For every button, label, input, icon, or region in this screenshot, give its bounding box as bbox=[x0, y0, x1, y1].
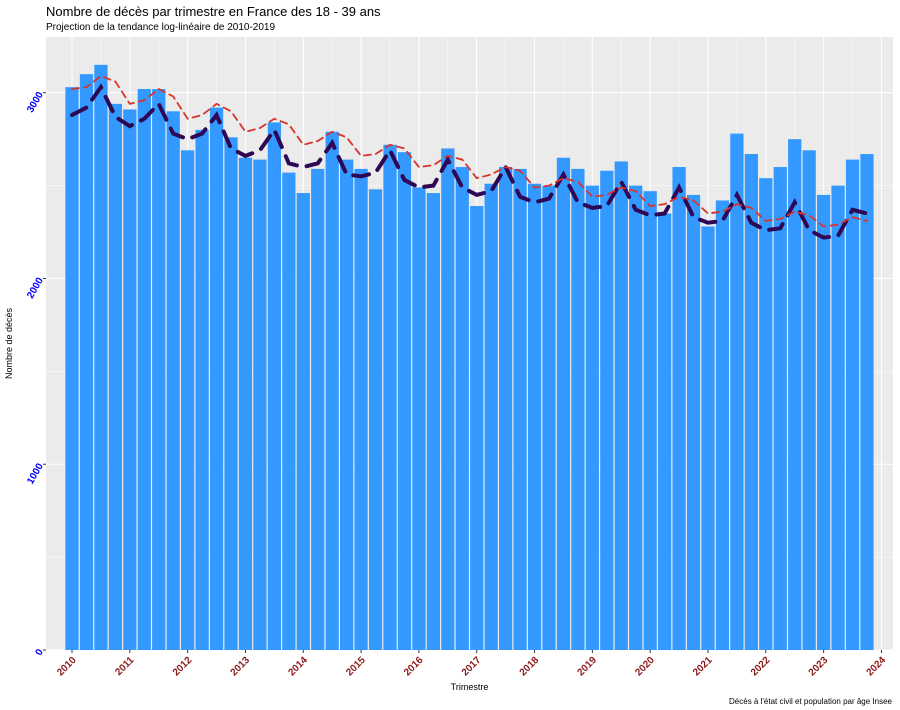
bar bbox=[788, 139, 802, 650]
bar bbox=[181, 150, 195, 650]
x-tick-label: 2020 bbox=[633, 655, 657, 679]
bar bbox=[643, 191, 657, 651]
bar bbox=[585, 185, 599, 650]
bar bbox=[556, 157, 571, 650]
bar bbox=[614, 161, 628, 650]
bar bbox=[426, 193, 440, 650]
x-tick-label: 2011 bbox=[113, 655, 136, 678]
x-tick-label: 2016 bbox=[402, 655, 426, 679]
trend-lines bbox=[70, 74, 869, 240]
y-tick-label: 3000 bbox=[25, 90, 46, 115]
bar bbox=[325, 131, 339, 651]
bar bbox=[340, 159, 354, 650]
bar bbox=[672, 167, 686, 650]
bar bbox=[542, 185, 556, 650]
trend-line-thin bbox=[71, 74, 868, 228]
bar bbox=[600, 170, 614, 650]
bar bbox=[311, 168, 325, 650]
bar bbox=[802, 150, 816, 650]
bar bbox=[412, 187, 426, 651]
bar bbox=[499, 167, 513, 650]
bar bbox=[94, 64, 108, 650]
y-tick-label: 0 bbox=[34, 647, 47, 658]
bar bbox=[470, 206, 484, 650]
bar bbox=[253, 159, 267, 650]
x-tick-label: 2012 bbox=[171, 655, 195, 679]
bar bbox=[282, 172, 296, 650]
chart-title: Nombre de décès par trimestre en France … bbox=[46, 4, 381, 19]
bar bbox=[137, 89, 151, 650]
bar bbox=[686, 194, 701, 651]
bar bbox=[455, 167, 469, 650]
bar bbox=[383, 144, 397, 651]
x-tick-label: 2010 bbox=[55, 655, 79, 679]
bar bbox=[108, 103, 123, 650]
bar bbox=[629, 185, 643, 650]
bar bbox=[860, 154, 874, 650]
bar bbox=[354, 168, 368, 650]
bar bbox=[195, 129, 209, 650]
bar bbox=[397, 152, 412, 651]
x-tick-label: 2021 bbox=[691, 655, 715, 679]
bar bbox=[658, 213, 672, 650]
bar bbox=[152, 89, 166, 650]
bar-series bbox=[65, 64, 874, 651]
x-tick-label: 2024 bbox=[865, 655, 889, 679]
bar bbox=[123, 109, 137, 651]
bar bbox=[730, 133, 744, 650]
x-axis-title: Trimestre bbox=[451, 682, 489, 692]
chart-subtitle: Projection de la tendance log-linéaire d… bbox=[46, 22, 276, 33]
bar bbox=[296, 193, 310, 650]
bar bbox=[484, 183, 498, 651]
x-tick-label: 2018 bbox=[518, 655, 542, 679]
bar bbox=[701, 226, 715, 651]
bar bbox=[744, 154, 758, 650]
x-tick-label: 2013 bbox=[229, 655, 253, 679]
bar bbox=[267, 122, 281, 650]
bar bbox=[209, 107, 224, 650]
bar bbox=[759, 178, 773, 650]
trend-line-thick bbox=[70, 83, 869, 240]
bar bbox=[527, 183, 542, 651]
x-tick-label: 2019 bbox=[575, 655, 599, 679]
x-tick-label: 2022 bbox=[749, 655, 773, 679]
x-tick-label: 2017 bbox=[460, 655, 484, 679]
bar bbox=[845, 159, 860, 650]
bar bbox=[831, 185, 845, 650]
y-tick-label: 2000 bbox=[25, 275, 46, 300]
y-axis: 0 1000 2000 3000 bbox=[25, 90, 46, 658]
bar bbox=[238, 157, 253, 650]
y-axis-title: Nombre de décès bbox=[4, 307, 14, 379]
x-tick-label: 2023 bbox=[807, 655, 831, 679]
bar bbox=[224, 137, 238, 651]
bar bbox=[715, 200, 730, 650]
bar bbox=[816, 194, 831, 651]
bar bbox=[65, 87, 79, 651]
chart-caption: Décès à l'état civil et population par â… bbox=[729, 697, 892, 706]
x-tick-label: 2015 bbox=[344, 655, 368, 679]
bar bbox=[513, 168, 527, 650]
x-axis: 2010 2011 2012 2013 2014 2015 2016 2017 2018 2019… bbox=[55, 650, 888, 678]
bar bbox=[773, 167, 787, 650]
bar bbox=[571, 168, 585, 650]
x-tick-label: 2014 bbox=[286, 655, 310, 679]
bar bbox=[368, 189, 383, 650]
y-tick-label: 1000 bbox=[25, 461, 46, 486]
bar bbox=[166, 111, 180, 650]
bar bbox=[441, 148, 455, 651]
bar bbox=[79, 74, 94, 651]
